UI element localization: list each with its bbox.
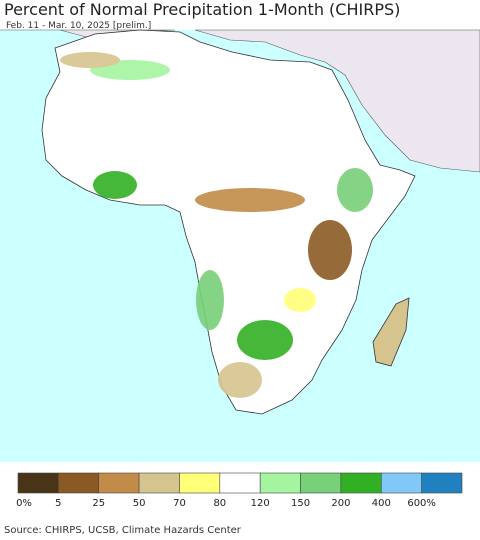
legend-label: 25 [92, 498, 105, 509]
legend-swatch [17, 472, 59, 494]
legend-label: 400 [372, 498, 391, 509]
legend-label: 120 [251, 498, 270, 509]
legend: 0% 5 25 50 70 80 120 150 200 400 600% [16, 472, 463, 509]
legend-label: 150 [291, 498, 310, 509]
legend-label: 0% [16, 498, 32, 509]
source: Source: CHIRPS, UCSB, Climate Hazards Ce… [4, 525, 241, 536]
precip-patches [60, 52, 373, 398]
legend-swatch [58, 472, 100, 494]
title: Percent of Normal Precipitation 1-Month … [4, 0, 401, 19]
legend-swatch [179, 472, 221, 494]
legend-swatch [98, 472, 140, 494]
madagascar [372, 297, 410, 367]
legend-label: 200 [331, 498, 350, 509]
legend-swatch [380, 472, 422, 494]
middle-east [194, 29, 480, 173]
legend-swatch [421, 472, 463, 494]
africa [41, 29, 416, 415]
legend-swatch [340, 472, 382, 494]
legend-swatch [300, 472, 342, 494]
legend-swatch [219, 472, 261, 494]
legend-label: 5 [55, 498, 61, 509]
legend-swatch [259, 472, 301, 494]
legend-label: 80 [213, 498, 226, 509]
legend-swatch [138, 472, 180, 494]
legend-label: 70 [173, 498, 186, 509]
legend-label: 600% [407, 498, 436, 509]
subtitle: Feb. 11 - Mar. 10, 2025 [prelim.] [6, 21, 152, 31]
legend-label: 50 [133, 498, 146, 509]
